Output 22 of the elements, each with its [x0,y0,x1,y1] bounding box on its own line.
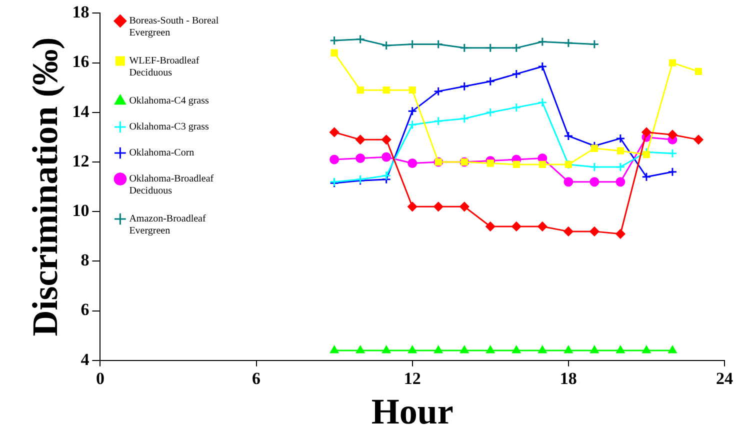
x-tick-label: 0 [96,368,104,388]
x-axis-title: Hour [371,392,454,432]
x-tick-label: 6 [252,368,261,388]
y-tick-label: 16 [72,52,90,72]
y-tick-label: 18 [72,2,90,22]
legend-label: Oklahoma-C3 grass [129,122,210,133]
legend-label: Oklahoma-Corn [129,148,194,159]
x-tick-label: 24 [716,368,734,388]
y-tick-label: 14 [72,102,90,121]
y-tick-label: 12 [72,151,90,170]
y-tick-label: 10 [72,200,90,220]
y-axis-title: Discrimination (‰) [24,37,65,336]
x-tick-label: 12 [404,368,421,388]
legend-label: Amazon-Broadleaf Evergreen [129,214,206,237]
y-tick-label: 4 [80,350,90,369]
y-tick-label: 8 [80,250,90,270]
legend-label: Oklahoma-Broadleaf Deciduous [129,174,214,197]
y-tick-label: 6 [80,300,90,320]
x-tick-label: 18 [560,368,577,388]
legend-label: Boreas-South - Boreal Evergreen [129,16,219,39]
legend-label: WLEF-Broadleaf Deciduous [129,56,200,79]
legend-label: Oklahoma-C4 grass [129,96,210,107]
